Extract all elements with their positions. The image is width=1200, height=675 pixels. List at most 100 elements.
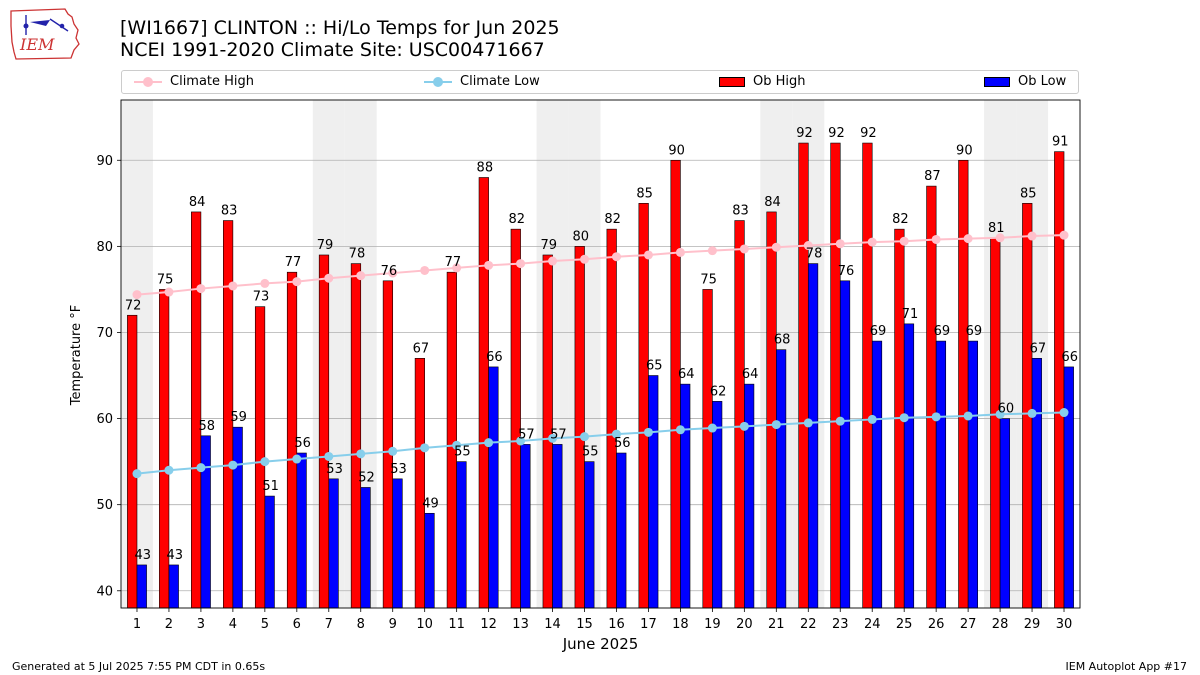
ob-low-bar (424, 512, 435, 609)
ob-high-bar (350, 263, 362, 609)
climate-high-point (739, 244, 749, 254)
ob-high-bar (1054, 151, 1065, 609)
x-tick-label: 13 (512, 617, 529, 632)
x-tick-label: 26 (928, 617, 945, 632)
footer-generated: Generated at 5 Jul 2025 7:55 PM CDT in 0… (12, 660, 266, 673)
climate-low-point (995, 409, 1005, 419)
chart-subtitle: NCEI 1991-2020 Climate Site: USC00471667 (120, 39, 545, 61)
climate-high-point (1027, 231, 1037, 241)
climate-low-point (739, 421, 749, 431)
ob-low-label: 55 (582, 445, 599, 460)
ob-high-bar (702, 289, 713, 609)
x-tick-label: 6 (293, 617, 301, 632)
climate-high-point (324, 273, 334, 283)
climate-high-point (931, 234, 941, 244)
y-tick-label: 40 (96, 584, 113, 599)
plot-frame (120, 99, 1081, 609)
ob-low-label: 71 (902, 307, 919, 322)
x-tick-label: 21 (768, 617, 785, 632)
ob-high-label: 90 (668, 143, 685, 158)
logo-text: IEM (19, 35, 55, 54)
x-tick-label: 27 (960, 617, 977, 632)
ob-low-bar (616, 452, 627, 609)
ob-low-bar (488, 366, 499, 609)
climate-low-line-icon (424, 75, 452, 89)
ob-low-bar (1063, 366, 1074, 609)
ob-high-bar (670, 159, 681, 609)
climate-low-point (835, 416, 845, 426)
ob-low-label: 78 (806, 247, 823, 262)
x-tick-label: 30 (1056, 617, 1073, 632)
ob-low-bar (392, 478, 403, 609)
climate-low-point (1027, 408, 1037, 418)
x-tick-label: 29 (1024, 617, 1041, 632)
ob-low-bar (999, 418, 1010, 609)
climate-low-point (164, 465, 174, 475)
ob-low-bar (807, 263, 819, 609)
climate-low-point (643, 427, 653, 437)
x-tick-label: 16 (608, 617, 625, 632)
ob-low-label: 56 (294, 436, 311, 451)
ob-low-label: 53 (326, 462, 343, 477)
climate-high-point (707, 246, 717, 256)
ob-low-label: 51 (262, 479, 279, 494)
legend-label-ob-high: Ob High (753, 74, 806, 89)
ob-high-bar (414, 358, 425, 609)
ob-high-swatch-icon (719, 76, 745, 87)
y-tick-label: 90 (96, 154, 113, 169)
ob-high-label: 82 (604, 212, 621, 227)
climate-low-point (452, 440, 462, 450)
climate-high-point (675, 247, 685, 257)
x-axis-title: June 2025 (562, 635, 639, 653)
iem-logo: IEM (8, 6, 82, 60)
climate-low-point (803, 418, 813, 428)
x-tick-label: 10 (416, 617, 433, 632)
climate-low-point (132, 469, 142, 479)
ob-low-bar (648, 375, 659, 609)
climate-high-point (516, 259, 526, 269)
legend: Climate High Climate Low Ob High Ob Low (121, 70, 1079, 94)
ob-high-label: 92 (828, 126, 845, 141)
ob-low-label: 57 (518, 427, 535, 442)
ob-low-bar (264, 495, 275, 609)
y-axis-title: Temperature °F (69, 305, 84, 406)
ob-low-label: 55 (454, 445, 471, 460)
ob-low-label: 69 (870, 324, 887, 339)
ob-high-label: 92 (860, 126, 877, 141)
x-tick-label: 5 (261, 617, 269, 632)
climate-low-point (388, 446, 398, 456)
x-tick-label: 11 (448, 617, 465, 632)
climate-low-point (867, 414, 877, 424)
climate-low-point (899, 413, 909, 423)
climate-high-point (963, 234, 973, 244)
ob-low-bar (839, 280, 851, 609)
legend-item-climate-low: Climate Low (424, 74, 540, 89)
ob-low-bar (296, 452, 307, 609)
climate-low-point (420, 443, 430, 453)
ob-low-label: 65 (646, 359, 663, 374)
ob-high-label: 85 (636, 186, 653, 201)
ob-low-bar (200, 435, 211, 609)
ob-low-bar (168, 564, 179, 609)
ob-low-bar (871, 340, 883, 609)
x-tick-label: 2 (165, 617, 173, 632)
ob-high-label: 72 (125, 298, 142, 313)
climate-low-point (260, 457, 270, 467)
climate-high-line (136, 234, 1065, 296)
x-tick-label: 19 (704, 617, 721, 632)
ob-high-bar (606, 228, 617, 609)
ob-high-label: 82 (509, 212, 526, 227)
x-tick-label: 22 (800, 617, 817, 632)
y-tick-label: 60 (96, 412, 113, 427)
climate-low-point (324, 451, 334, 461)
climate-high-point (771, 242, 781, 252)
climate-high-point (452, 263, 462, 273)
ob-low-bar (712, 401, 723, 609)
ob-low-bar (935, 340, 947, 609)
legend-item-ob-high: Ob High (719, 74, 806, 89)
climate-high-point (1059, 230, 1069, 240)
chart-title: [WI1667] CLINTON :: Hi/Lo Temps for Jun … (120, 17, 560, 39)
climate-high-point (196, 284, 206, 294)
ob-high-bar (318, 254, 330, 609)
